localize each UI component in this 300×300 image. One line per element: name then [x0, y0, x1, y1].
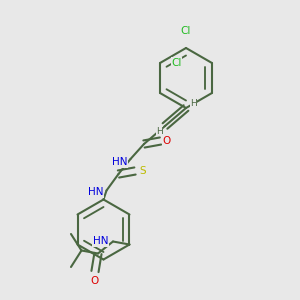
Text: HN: HN: [93, 236, 109, 247]
Text: Cl: Cl: [171, 58, 182, 68]
Text: O: O: [91, 275, 99, 286]
Text: HN: HN: [112, 157, 128, 167]
Text: H: H: [156, 127, 163, 136]
Text: HN: HN: [88, 187, 103, 197]
Text: Cl: Cl: [181, 26, 191, 37]
Text: H: H: [190, 99, 197, 108]
Text: O: O: [162, 136, 171, 146]
Text: S: S: [139, 166, 146, 176]
